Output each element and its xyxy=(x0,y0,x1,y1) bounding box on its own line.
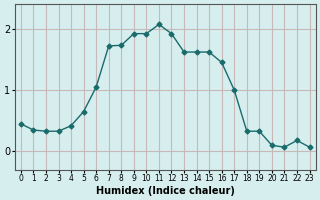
X-axis label: Humidex (Indice chaleur): Humidex (Indice chaleur) xyxy=(96,186,235,196)
